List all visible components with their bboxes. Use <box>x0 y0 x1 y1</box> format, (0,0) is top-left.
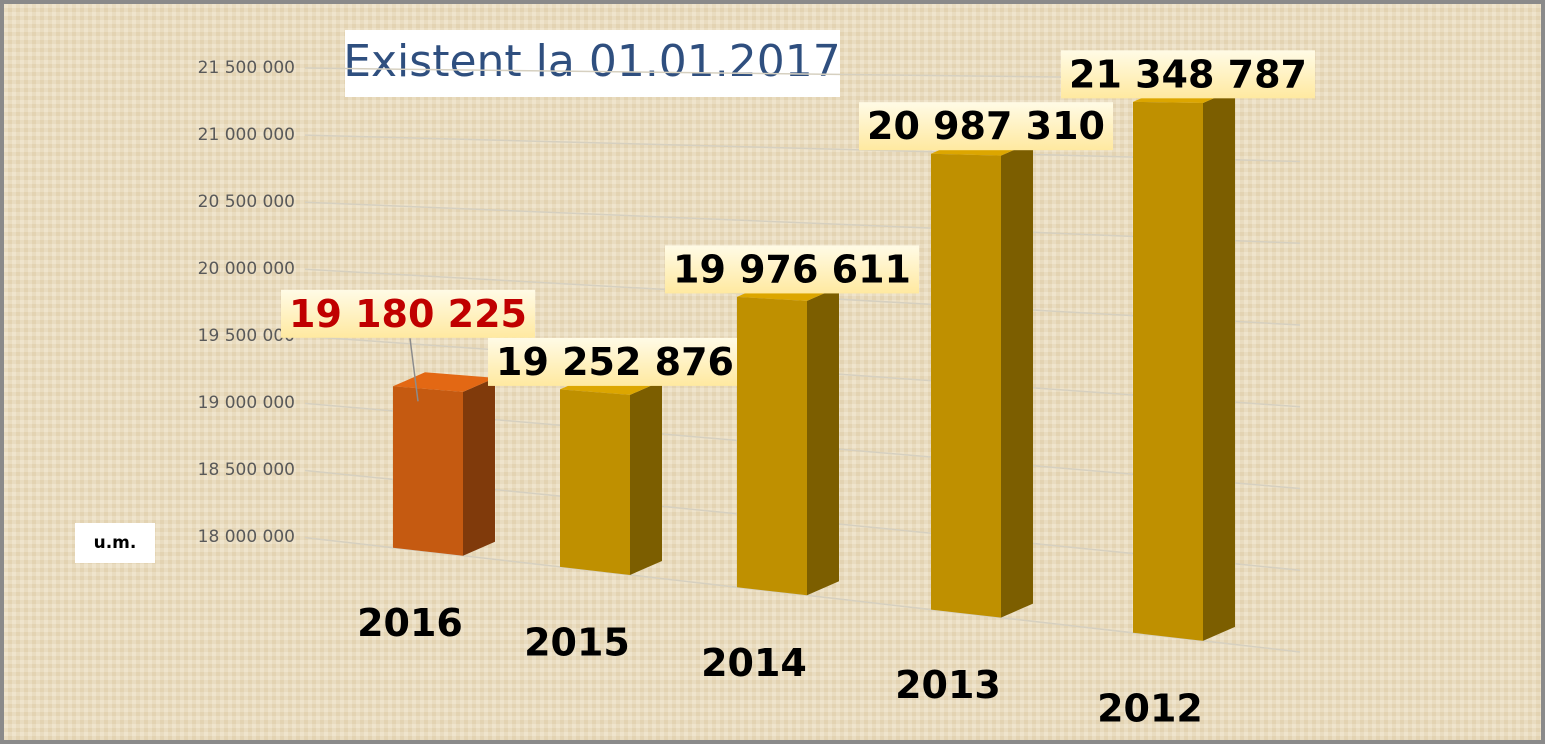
bar <box>737 296 807 596</box>
y-axis-label: u.m. <box>94 533 137 553</box>
bar <box>1133 101 1203 641</box>
bar-top <box>393 372 495 392</box>
y-tick-label: 19 500 000 <box>198 326 295 346</box>
value-label: 21 348 787 <box>1069 52 1307 96</box>
value-label: 19 180 225 <box>289 292 527 336</box>
title-box <box>345 30 840 97</box>
value-label-box <box>281 289 535 338</box>
y-tick-label: 21 000 000 <box>198 125 295 145</box>
bar <box>931 153 1001 618</box>
bar-side <box>1203 88 1235 641</box>
x-tick-label: 2015 <box>524 620 630 664</box>
value-label: 19 252 876 <box>496 340 734 384</box>
bar <box>560 389 630 575</box>
bar-side <box>807 286 839 596</box>
value-label-box <box>1061 50 1315 99</box>
x-tick-label: 2016 <box>357 601 463 645</box>
value-label-box <box>859 102 1113 151</box>
value-label: 20 987 310 <box>867 104 1105 148</box>
y-tick-label: 18 000 000 <box>198 527 295 547</box>
y-tick-label: 21 500 000 <box>198 58 295 78</box>
y-tick-label: 18 500 000 <box>198 460 295 480</box>
bar-side <box>463 377 495 556</box>
y-tick-label: 20 000 000 <box>198 259 295 279</box>
bar-side <box>1001 141 1033 618</box>
value-label-box <box>665 245 919 294</box>
x-tick-label: 2013 <box>895 663 1001 707</box>
y-tick-label: 19 000 000 <box>198 393 295 413</box>
value-label: 19 976 611 <box>673 247 911 291</box>
leader-line <box>409 338 419 402</box>
bar-side <box>630 380 662 575</box>
axis-label-box <box>75 523 155 563</box>
bar <box>393 386 463 556</box>
chart-title: Existent la 01.01.2017 <box>343 36 841 87</box>
x-tick-label: 2012 <box>1097 686 1203 730</box>
y-tick-label: 20 500 000 <box>198 192 295 212</box>
x-tick-label: 2014 <box>701 641 807 685</box>
value-label-box <box>488 337 742 386</box>
